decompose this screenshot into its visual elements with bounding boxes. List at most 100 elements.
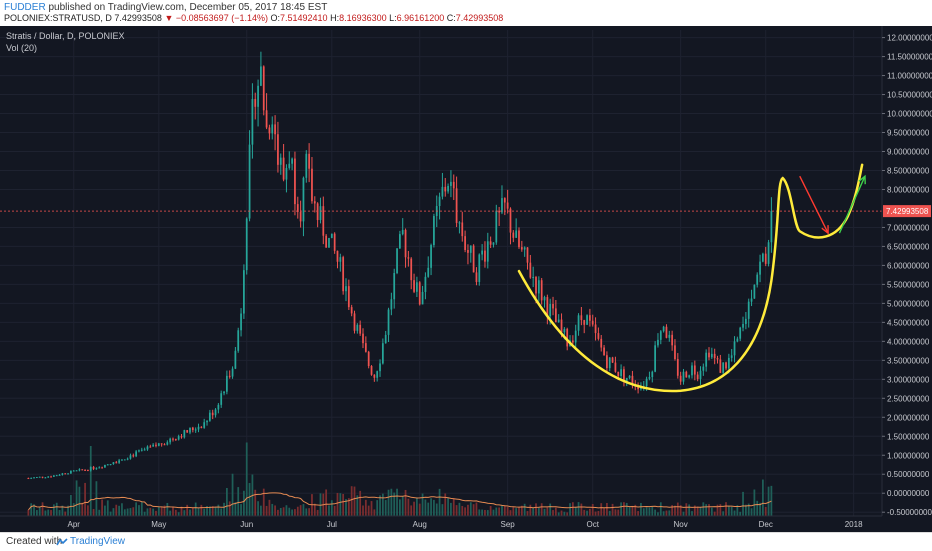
volume-bar [424, 499, 427, 516]
candle-body [285, 167, 288, 180]
volume-bar [722, 511, 725, 516]
author-link[interactable]: FUDDER [4, 2, 46, 13]
volume-bar [645, 507, 648, 516]
volume-bar [200, 504, 203, 516]
volume-bar [589, 508, 591, 516]
candle-body [407, 257, 410, 259]
volume-bar [404, 489, 407, 516]
up-arrow-icon [838, 175, 866, 234]
candle-body [671, 334, 674, 346]
brand-link[interactable]: TradingView [70, 536, 126, 547]
volume-bar [35, 510, 38, 516]
candle-body [404, 229, 407, 258]
volume-bar [486, 510, 489, 516]
price-tick-label: 11.50000000 [887, 53, 932, 62]
candle-body [362, 333, 364, 344]
candle-body [152, 444, 155, 447]
volume-ma-line [28, 492, 772, 511]
candle-body [325, 235, 328, 248]
volume-bar [339, 493, 342, 516]
candle-body [727, 357, 730, 369]
candle-body [44, 477, 47, 479]
price-tick-label: 7.00000000 [887, 223, 930, 232]
volume-bar [736, 505, 739, 516]
volume-bar [313, 503, 316, 516]
volume-bar [398, 499, 401, 516]
volume-bar [70, 495, 72, 516]
time-tick-label: Aug [413, 520, 427, 529]
candle-body [674, 345, 676, 360]
volume-bar [84, 482, 86, 516]
volume-bar [132, 507, 135, 516]
candle-body [716, 358, 719, 360]
price-tick-label: 1.00000000 [887, 451, 930, 460]
time-tick-label: Dec [759, 520, 773, 529]
volume-bar [710, 507, 713, 516]
volume-bar [563, 511, 566, 516]
candle-body [345, 286, 347, 292]
candle-body [475, 272, 478, 282]
candle-body [520, 247, 523, 250]
time-tick-label: Sep [501, 520, 516, 529]
volume-bar [427, 502, 430, 516]
candle-body [61, 473, 64, 475]
candle-body [730, 355, 733, 358]
candle-body [384, 334, 387, 344]
candle-body [47, 476, 50, 478]
candle-body [342, 257, 345, 292]
price-tick-label: 2.50000000 [887, 394, 930, 403]
price-tick-label: 10.50000000 [887, 91, 932, 100]
low-value: 6.96161200 [396, 13, 445, 23]
candle-body [532, 277, 535, 279]
candle-body [265, 110, 268, 128]
candle-body [762, 253, 764, 262]
volume-bar [540, 503, 543, 516]
candle-body [725, 362, 727, 369]
candle-body [682, 371, 685, 382]
high-value: 8.16936300 [339, 13, 387, 23]
volume-bar [109, 511, 112, 516]
price-tick-label: 6.50000000 [887, 242, 930, 251]
candle-body [129, 455, 132, 459]
price-tick-label: 8.50000000 [887, 166, 930, 175]
volume-bar [543, 508, 546, 516]
volume-bar [478, 509, 481, 516]
candle-body [767, 242, 770, 264]
candle-body [336, 250, 339, 262]
candle-body [316, 203, 319, 221]
volume-bar [742, 491, 744, 516]
volume-bar [489, 505, 492, 516]
volume-bar [316, 509, 319, 516]
candle-body [651, 371, 654, 378]
price-change: −0.08563697 (−1.14%) [175, 13, 268, 23]
candle-body [708, 352, 710, 358]
time-tick-label: Jul [327, 520, 337, 529]
volume-bar [557, 512, 560, 516]
candle-body [27, 478, 30, 480]
price-axis[interactable]: 12.00000000 11.50000000 11.00000000 10.5000… [881, 26, 932, 532]
volume-bar [243, 490, 245, 516]
volume-bar [430, 498, 432, 516]
volume-bar [347, 498, 350, 516]
volume-bar [160, 507, 163, 516]
chart-area[interactable]: 12.00000000 11.50000000 11.00000000 10.5000… [0, 26, 932, 532]
time-axis[interactable]: Apr May Jun Jul Aug Sep Oct Nov Dec 2018 [0, 515, 932, 532]
volume-bar [41, 502, 44, 516]
candle-body [58, 474, 61, 476]
volume-bar [642, 508, 645, 516]
candle-body [379, 363, 381, 372]
candle-body [739, 327, 742, 339]
candle-body [302, 177, 305, 222]
candle-body [118, 460, 120, 463]
candle-body [401, 229, 404, 235]
volume-bar [418, 503, 421, 516]
volume-bar [674, 505, 676, 516]
legend-title: Stratis / Dollar, D, POLONIEX [6, 31, 125, 41]
candle-body [560, 319, 563, 333]
candle-body [501, 198, 503, 213]
price-chart[interactable]: 12.00000000 11.50000000 11.00000000 10.5000… [0, 26, 932, 532]
volume-bar [597, 510, 600, 516]
volume-bar [362, 505, 364, 516]
volume-bar [688, 504, 691, 516]
candle-body [169, 438, 172, 443]
